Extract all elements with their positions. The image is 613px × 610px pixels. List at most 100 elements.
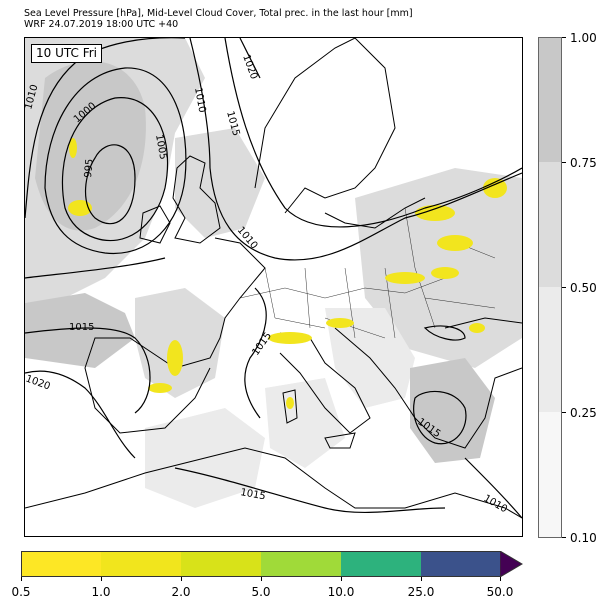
map-title-line-1: Sea Level Pressure [hPa], Mid-Level Clou… — [24, 8, 413, 19]
cloud-region-iberia — [135, 288, 225, 398]
precip-colorbar-tick — [101, 577, 102, 581]
coast-british-isles — [172, 155, 221, 244]
coast-iberia — [84, 337, 211, 434]
precip-colorbar — [21, 551, 501, 577]
cloud-colorbar-tick — [562, 537, 566, 538]
coast-scandinavia — [254, 38, 396, 214]
cloud-colorbar-tick — [562, 412, 566, 413]
precip-cell — [268, 332, 312, 344]
precip-colorbar-label: 2.0 — [171, 585, 191, 599]
isobar-label: 1005 — [153, 134, 168, 161]
isobar-label: 995 — [83, 158, 96, 178]
precip-colorbar-segment — [341, 551, 421, 577]
cloud-colorbar-label: 0.50 — [570, 281, 597, 295]
precip-colorbar-tick — [21, 577, 22, 581]
isobar-greece — [413, 390, 467, 445]
isobar-low-inner — [84, 144, 136, 225]
precip-colorbar-tick — [261, 577, 262, 581]
isobar-1010-west-south — [25, 257, 166, 279]
precip-colorbar-frame — [21, 551, 501, 577]
isobar-1010-north — [189, 38, 522, 261]
border-lines-central — [239, 267, 446, 339]
weather-map: 1020 1010 1000 995 1010 1005 1015 1010 1… — [24, 37, 523, 537]
coast-ireland — [139, 205, 171, 244]
isobar-label: 1015 — [250, 331, 274, 358]
precip-colorbar-tick — [341, 577, 342, 581]
coast-sicily — [324, 432, 356, 449]
coast-black-sea — [444, 317, 522, 329]
isobar-1020-north — [239, 38, 261, 79]
precip-cell — [385, 272, 425, 284]
precip-cell — [68, 200, 92, 216]
cloud-colorbar-label: 1.00 — [570, 31, 597, 45]
isobar-1015-west — [25, 327, 151, 414]
precip-cell — [415, 205, 455, 221]
cloud-colorbar-segment — [538, 412, 562, 537]
precip-colorbar-label: 50.0 — [486, 585, 514, 599]
precip-cell — [286, 397, 294, 409]
coast-baltic — [324, 197, 426, 229]
precip-colorbar-label: 1.0 — [91, 585, 111, 599]
precip-colorbar-label: 0.5 — [11, 585, 31, 599]
isobar-layer — [25, 38, 522, 519]
precip-colorbar-tick — [421, 577, 422, 581]
isobar-low-1000 — [61, 97, 169, 242]
precip-cell — [326, 318, 354, 328]
precip-colorbar-segment — [21, 551, 101, 577]
cloud-colorbar-tick — [562, 287, 566, 288]
cloud-colorbar-segment — [538, 37, 562, 162]
coast-italy — [279, 332, 371, 434]
map-title-line-2: WRF 24.07.2019 18:00 UTC +40 — [24, 19, 179, 30]
precip-cell — [483, 178, 507, 198]
precip-cell — [167, 340, 183, 376]
cloud-colorbar-label: 0.75 — [570, 156, 597, 170]
cloud-colorbar-label: 0.25 — [570, 406, 597, 420]
precip-colorbar-label: 5.0 — [251, 585, 271, 599]
isobar-label: 1015 — [239, 487, 266, 502]
isobar-balkan-low — [423, 325, 466, 341]
precip-cell — [437, 235, 473, 251]
precip-colorbar-segment — [421, 551, 501, 577]
precip-cell — [148, 383, 172, 393]
cloud-region-north-sea — [175, 128, 265, 238]
isobar-label: 1010 — [482, 493, 510, 515]
precip-cell — [431, 267, 459, 279]
coast-europe-west — [174, 237, 266, 369]
isobar-1020-west — [25, 370, 136, 459]
cloud-colorbar-label: 0.10 — [570, 531, 597, 545]
precip-colorbar-segment — [261, 551, 341, 577]
coastline-layer — [25, 38, 522, 519]
cloud-colorbar-tick — [562, 162, 566, 163]
border-layer — [239, 207, 496, 339]
precip-cell — [469, 323, 485, 333]
isobar-1015-north — [224, 38, 522, 228]
isobar-low-1005 — [44, 67, 187, 255]
precip-cell — [69, 138, 77, 158]
precip-colorbar-label: 25.0 — [407, 585, 435, 599]
isobar-south — [174, 467, 446, 514]
precip-colorbar-segment — [101, 551, 181, 577]
cloud-colorbar-frame — [538, 37, 562, 538]
coast-north-africa — [25, 447, 522, 519]
isobar-label: 1015 — [69, 322, 94, 333]
precip-colorbar-label: 10.0 — [327, 585, 355, 599]
precip-colorbar-tick — [181, 577, 182, 581]
isobar-central — [244, 287, 267, 419]
cloud-region-iberia-west — [25, 293, 135, 368]
cloud-colorbar-segment — [538, 287, 562, 412]
isobar-label: 1020 — [25, 373, 52, 392]
precip-colorbar-segment — [181, 551, 261, 577]
cloud-colorbar-segment — [538, 162, 562, 287]
cloud-region-greece — [410, 358, 495, 463]
coast-sardinia — [282, 389, 298, 424]
cloud-region-south — [265, 378, 345, 468]
precipitation-layer — [68, 138, 507, 409]
precip-colorbar-extend-arrow — [500, 551, 523, 577]
isobar-label: 1020 — [240, 53, 259, 81]
time-label: 10 UTC Fri — [31, 44, 102, 63]
cloud-colorbar-tick — [562, 37, 566, 38]
isobar-1010-west — [25, 38, 185, 219]
coast-balkans — [334, 327, 522, 449]
precip-colorbar-tick — [500, 577, 501, 581]
isobar-label: 1010 — [192, 87, 207, 114]
